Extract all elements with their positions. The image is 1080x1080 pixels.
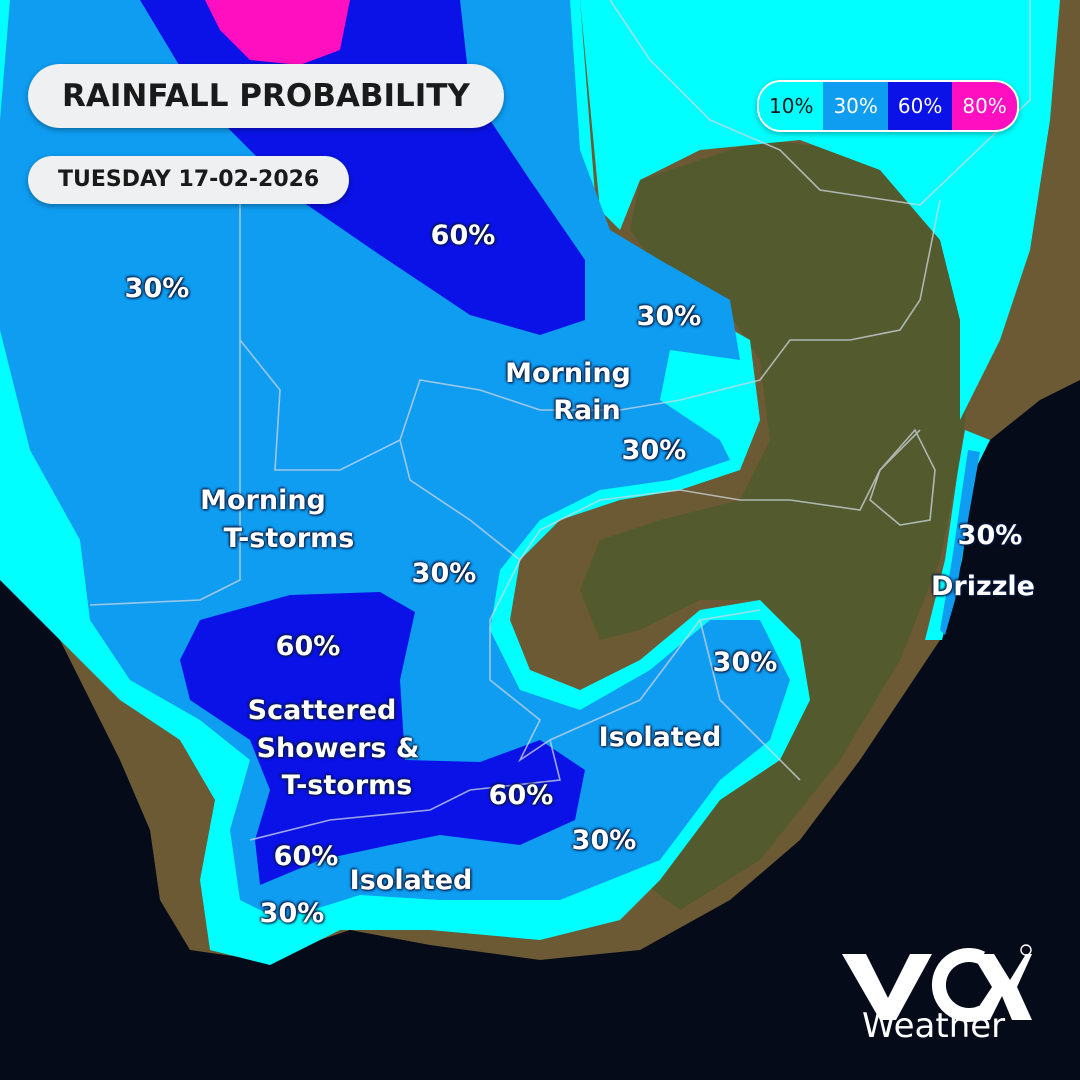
label-drizzle: Drizzle [931, 571, 1035, 602]
label-south-30: 30% [571, 825, 637, 856]
label-coast-30: 30% [957, 520, 1023, 551]
vox-logo-icon [842, 944, 1032, 1022]
label-central-30: 30% [411, 558, 477, 589]
label-northeast-30: 30% [636, 301, 702, 332]
label-morning-rain-line2: Rain [553, 395, 621, 426]
legend-cell-10pct: 10% [759, 82, 824, 130]
brand-wordmark: Weather [862, 1006, 1006, 1046]
label-t-storms-line1: Morning [200, 485, 326, 516]
label-showers-line3: T-storms [281, 770, 413, 801]
label-south-60: 60% [488, 780, 554, 811]
label-morning-rain-line1: Morning [505, 358, 631, 389]
label-southwest-60: 60% [275, 631, 341, 662]
zone-30-coast [940, 450, 980, 635]
label-north-60: 60% [430, 220, 496, 251]
label-showers-line2: Showers & [256, 733, 420, 764]
label-t-storms-line2: T-storms [223, 523, 355, 554]
label-isolated-south: Isolated [349, 865, 473, 896]
zone-60-southwest [180, 592, 585, 885]
probability-legend: 10% 30% 60% 80% [757, 80, 1019, 132]
label-showers-line1: Scattered [247, 695, 397, 726]
label-east-30: 30% [712, 647, 778, 678]
label-southwest-30: 30% [259, 898, 325, 929]
map-title: RAINFALL PROBABILITY [28, 64, 504, 128]
legend-cell-80pct: 80% [952, 82, 1017, 130]
label-southwest2-60: 60% [273, 841, 339, 872]
land-texture-east [580, 140, 970, 910]
legend-cell-60pct: 60% [887, 82, 953, 130]
label-west-30: 30% [124, 273, 190, 304]
zone-80 [205, 0, 350, 65]
label-northeast-30b: 30% [621, 435, 687, 466]
forecast-date: TUESDAY 17-02-2026 [28, 156, 350, 204]
legend-cell-30pct: 30% [823, 82, 888, 130]
label-isolated-east: Isolated [598, 722, 722, 753]
